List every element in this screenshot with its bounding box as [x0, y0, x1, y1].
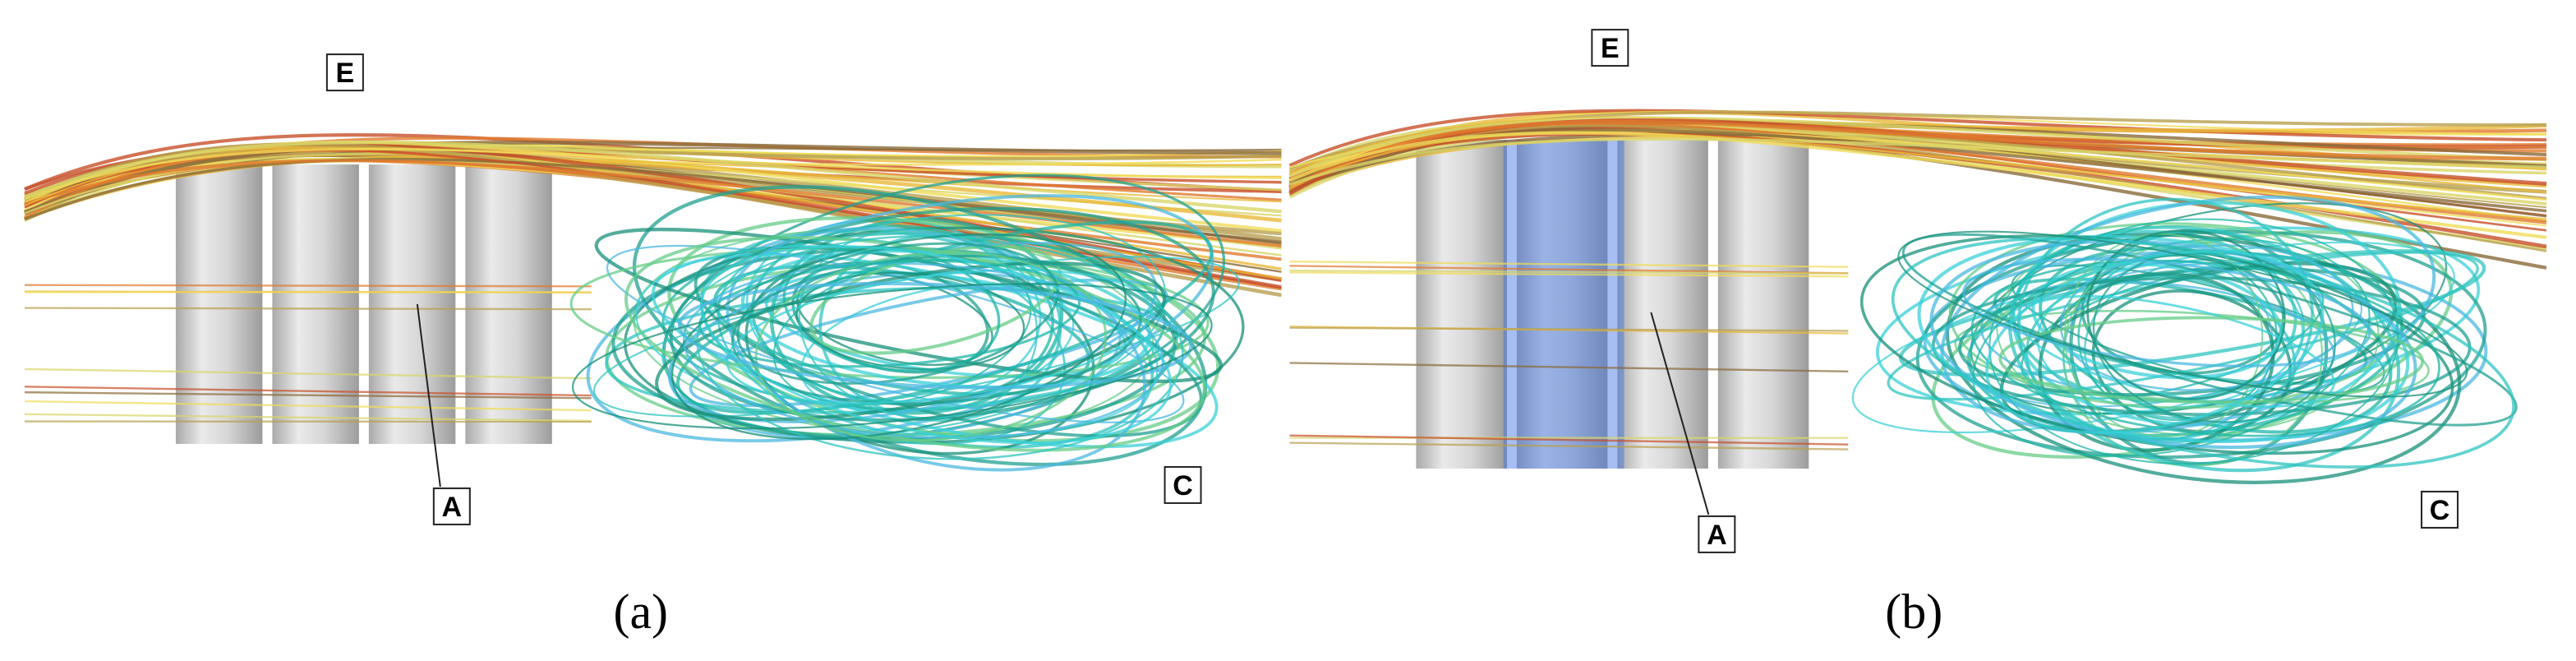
vortex-line [1970, 259, 2440, 437]
vortex-line [605, 286, 1179, 414]
vortex-line [2007, 225, 2401, 473]
streamline [24, 400, 592, 412]
label-a: A [442, 492, 463, 523]
vortex-line [730, 254, 1142, 405]
label-box [432, 487, 471, 525]
streamline [1288, 116, 2547, 178]
streamline [24, 367, 592, 380]
streamline [1288, 131, 2547, 220]
vortex-line [2086, 229, 2286, 400]
vortex-line [1917, 234, 2410, 443]
vortex-line [670, 233, 1127, 441]
label-box [1164, 465, 1202, 504]
streamline [24, 140, 1282, 214]
label-box [2421, 490, 2459, 529]
label-box [1698, 515, 1736, 553]
streamline [24, 148, 1282, 201]
vortex-line [726, 268, 1152, 404]
vortex-line [1998, 316, 2425, 404]
vortex-line [1962, 257, 2371, 367]
streamline [24, 159, 1282, 248]
streamline [1289, 269, 1849, 275]
cylinder [465, 164, 552, 444]
cylinder [368, 164, 456, 444]
streamline [1289, 265, 1849, 275]
streamline [1289, 434, 1849, 446]
streamline [24, 307, 592, 311]
streamline [1288, 119, 2547, 191]
cylinder [1416, 140, 1507, 469]
streamline [1289, 271, 1849, 278]
vortex-line [677, 281, 1193, 390]
streamline [1289, 260, 1849, 268]
leader-line [416, 303, 441, 488]
cylinder [175, 164, 263, 444]
cylinder-shade [1503, 140, 1624, 469]
streamline [24, 413, 592, 423]
streamline [24, 157, 1282, 245]
vortex-line [2031, 261, 2283, 380]
label-box [1591, 29, 1629, 67]
vortex-line [682, 262, 1164, 440]
leader-line [1650, 312, 1710, 515]
vortex-line [669, 206, 1215, 422]
vortex-line [1901, 233, 2518, 427]
label-a: A [1707, 520, 1727, 551]
label-e: E [1601, 33, 1620, 64]
vortex-line [1897, 230, 2468, 398]
label-e: E [336, 58, 355, 89]
streamline-art [23, 109, 2547, 484]
label-c: C [1173, 470, 1193, 502]
vortex-line [698, 259, 1081, 368]
cylinder [1617, 140, 1708, 469]
cylinder [1717, 140, 1809, 469]
streamline [1289, 441, 1849, 451]
vortex-line [571, 283, 1213, 430]
vortex-line [651, 252, 1219, 449]
vortex-line [2018, 294, 2335, 409]
vortex-line [700, 245, 1173, 445]
vortex-line [1891, 237, 2515, 469]
streamline [24, 284, 592, 288]
cylinder [272, 164, 359, 444]
caption: (a) [613, 585, 668, 639]
streamline [1289, 362, 1849, 372]
streamline [24, 386, 592, 397]
streamline [24, 391, 592, 400]
label-box [325, 53, 364, 92]
label-c: C [2430, 495, 2450, 526]
streamline [1289, 326, 1849, 332]
streamline [1288, 137, 2547, 187]
caption: (b) [1885, 585, 1942, 639]
cylinder [1516, 140, 1608, 469]
vortex-line [624, 235, 1206, 452]
